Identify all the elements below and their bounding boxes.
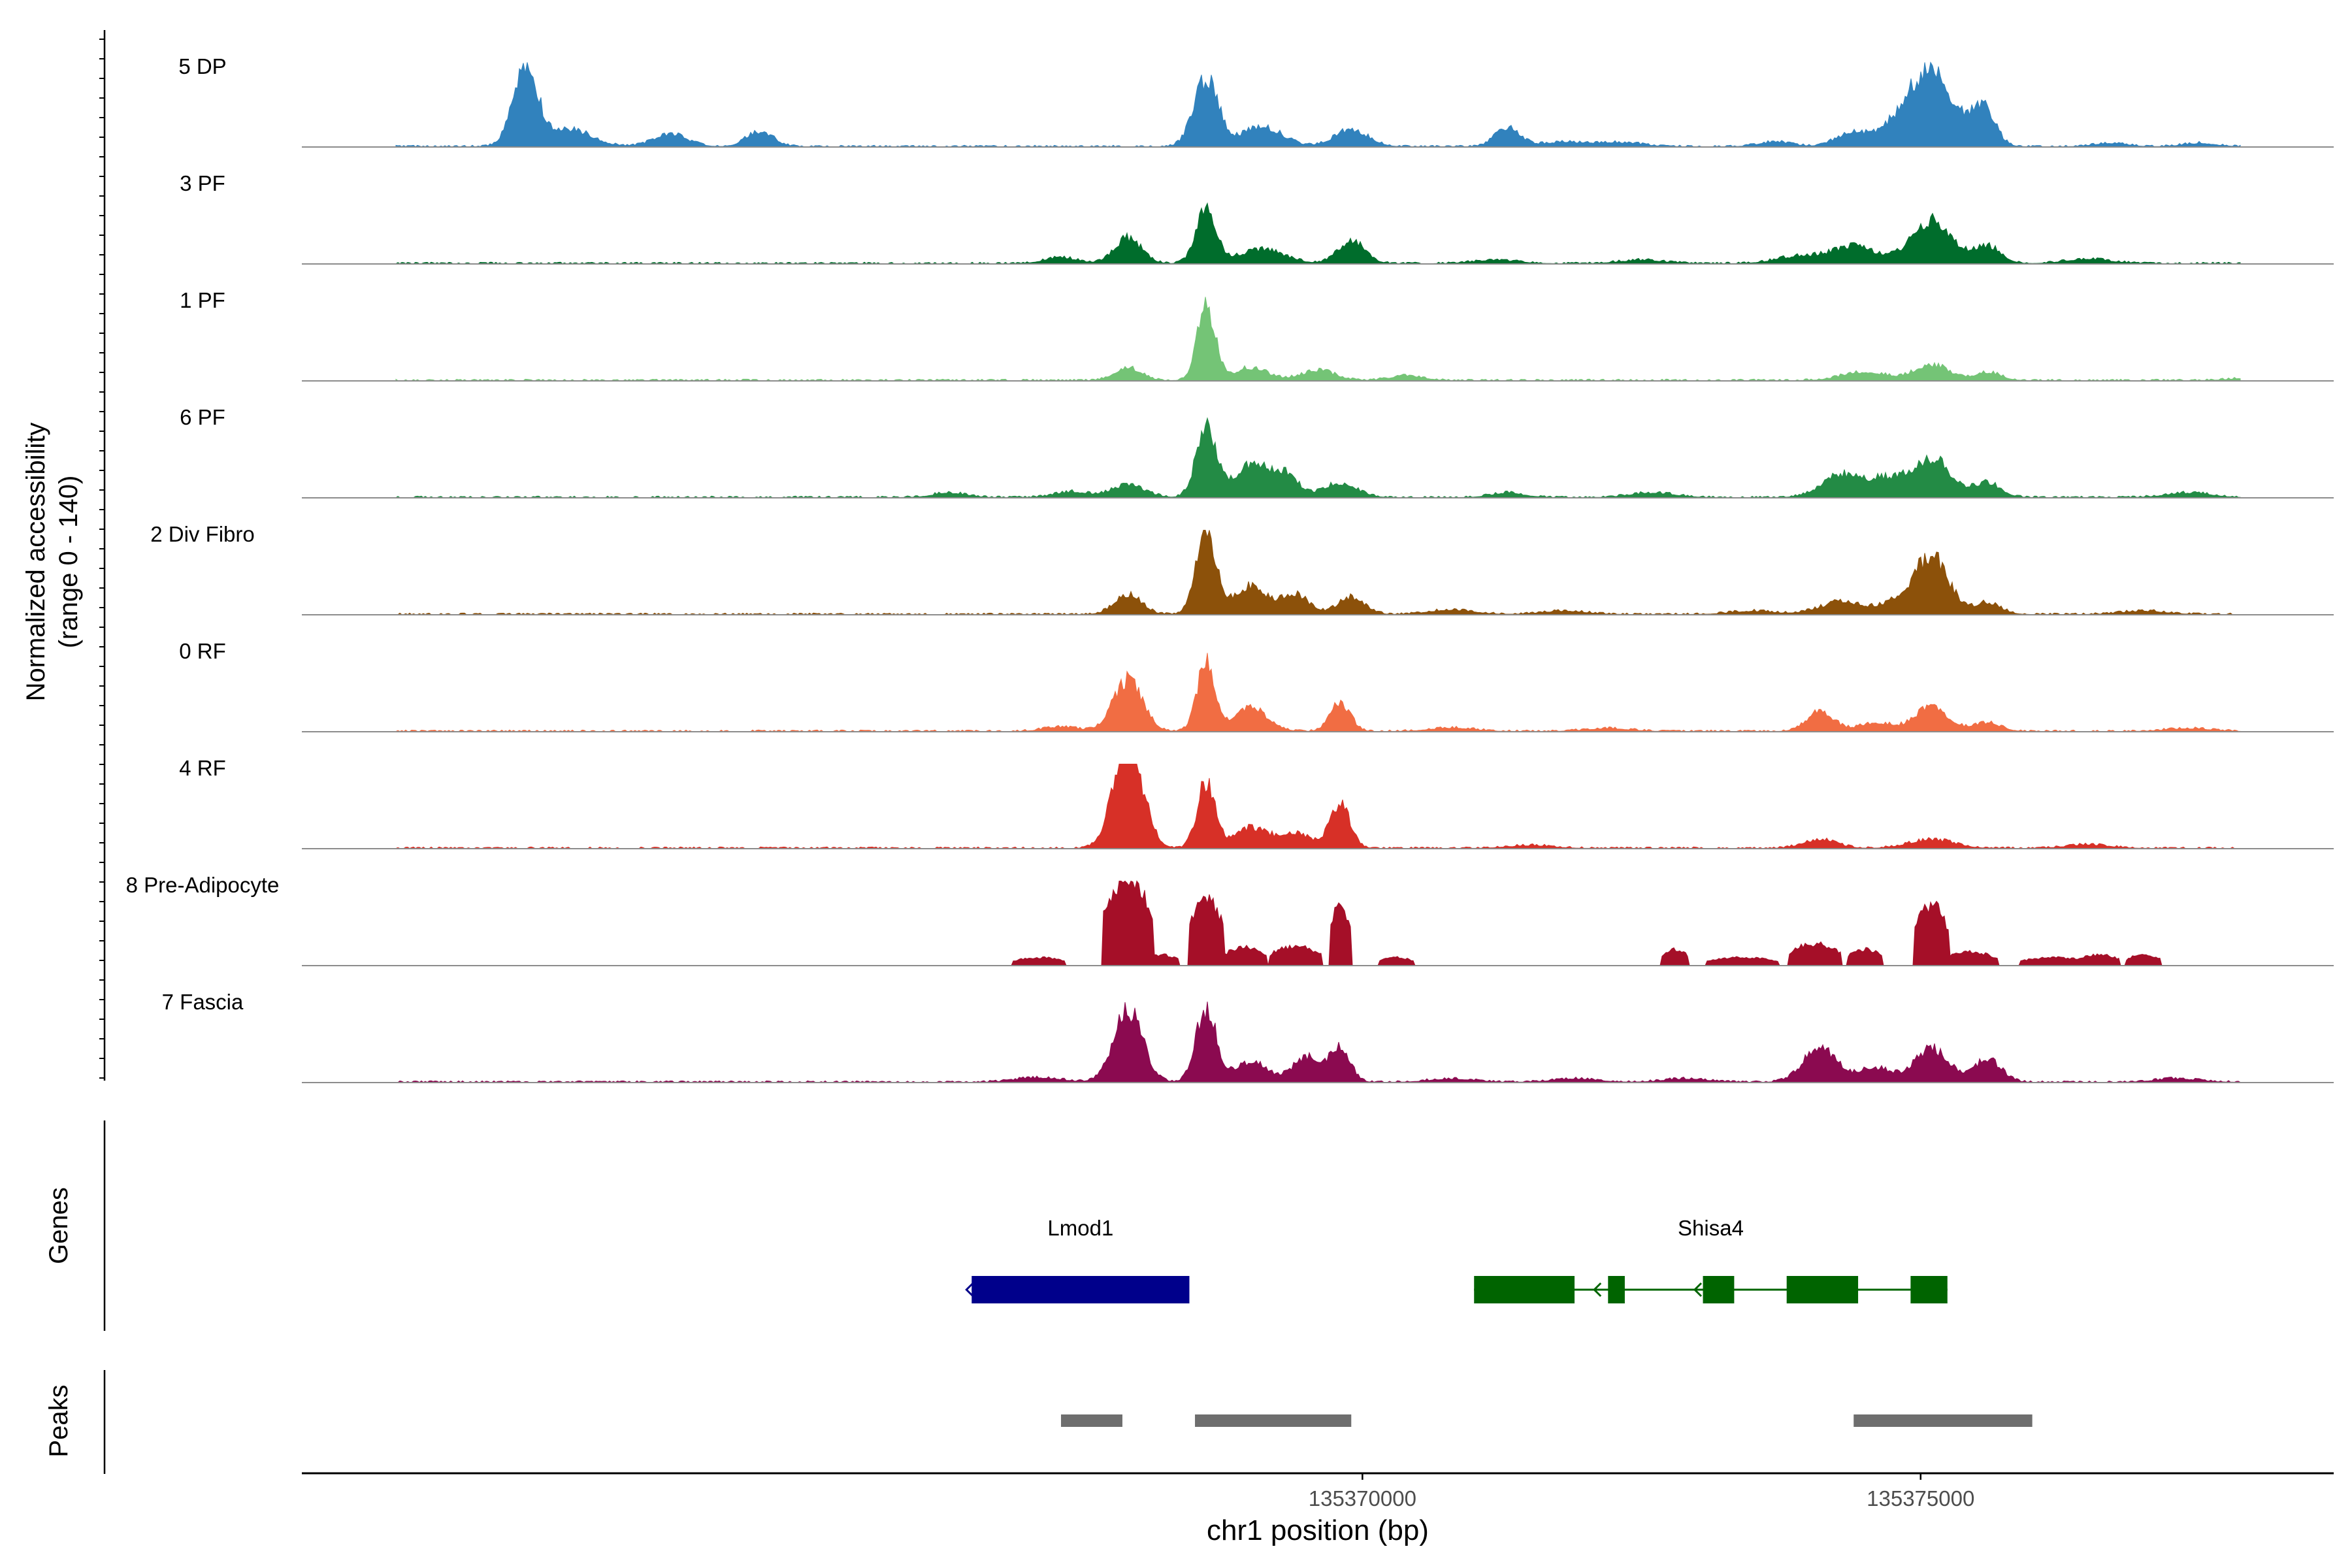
gene-name-label: Lmod1 [1047, 1216, 1113, 1240]
peak-regions [1060, 1414, 2033, 1427]
track-label: 8 Pre-Adipocyte [126, 873, 280, 897]
gene-exon [1608, 1276, 1625, 1303]
coverage-track: 0 RF [179, 639, 2334, 732]
gene-name-label: Shisa4 [1678, 1216, 1744, 1240]
x-tick-label: 135370000 [1309, 1486, 1416, 1511]
coverage-track: 6 PF [180, 405, 2334, 498]
coverage-area [395, 61, 2241, 148]
track-label: 5 DP [178, 54, 226, 78]
gene-exon [1474, 1276, 1575, 1303]
gene-exon [1703, 1276, 1735, 1303]
coverage-area [395, 202, 2241, 265]
coverage-area [395, 764, 2241, 849]
x-axis-title: chr1 position (bp) [1207, 1514, 1429, 1546]
gene-annotations: Lmod1 Shisa4 [965, 1216, 1948, 1303]
gene-model: Lmod1 [965, 1216, 1190, 1303]
strand-arrow [1593, 1282, 1602, 1298]
gene-exon [1786, 1276, 1859, 1303]
gene-exon [972, 1276, 1190, 1303]
peak-region-bar [1060, 1414, 1122, 1427]
coverage-area [396, 880, 2240, 966]
coverage-area [395, 297, 2241, 382]
strand-arrow [965, 1282, 974, 1298]
genes-panel-label: Genes [44, 1187, 73, 1264]
coverage-track: 1 PF [180, 288, 2334, 382]
coverage-area [395, 653, 2241, 732]
coverage-track: 3 PF [180, 171, 2334, 265]
track-label: 3 PF [180, 171, 225, 195]
track-label: 4 RF [179, 756, 226, 780]
track-label: 6 PF [180, 405, 225, 429]
coverage-tracks: 5 DP 3 PF 1 PF 6 PF 2 Div Fibro 0 RF 4 RF 8 Pre… [126, 54, 2334, 1083]
track-label: 0 RF [179, 639, 226, 663]
peaks-panel-label: Peaks [44, 1384, 73, 1457]
y-axis-title-line1: Normalized accessibility [22, 423, 50, 702]
gene-exon [1910, 1276, 1948, 1303]
coverage-track: 8 Pre-Adipocyte [126, 873, 2334, 966]
coverage-area [395, 417, 2241, 498]
track-label: 2 Div Fibro [150, 522, 255, 546]
coverage-track: 4 RF [179, 756, 2334, 849]
peak-region-bar [1195, 1414, 1352, 1427]
y-axis-title-line2: (range 0 - 140) [54, 476, 83, 649]
x-axis-ticks: 135370000135375000135380000 [1309, 1473, 1974, 1511]
coverage-y-axis-ticks [99, 39, 105, 1079]
coverage-track: 7 Fascia [162, 990, 2334, 1083]
strand-arrow [1693, 1282, 1703, 1298]
y-axis-title: Normalized accessibility (range 0 - 140) [22, 423, 83, 702]
peak-region-bar [1854, 1414, 2033, 1427]
track-label: 7 Fascia [162, 990, 244, 1014]
x-tick-label: 135375000 [1867, 1486, 1974, 1511]
coverage-area [395, 530, 2241, 615]
gene-model: Shisa4 [1474, 1216, 1948, 1303]
track-label: 1 PF [180, 288, 225, 312]
coverage-track: 2 Div Fibro [150, 522, 2334, 615]
coverage-track: 5 DP [178, 54, 2334, 148]
coverage-area [395, 1002, 2241, 1083]
